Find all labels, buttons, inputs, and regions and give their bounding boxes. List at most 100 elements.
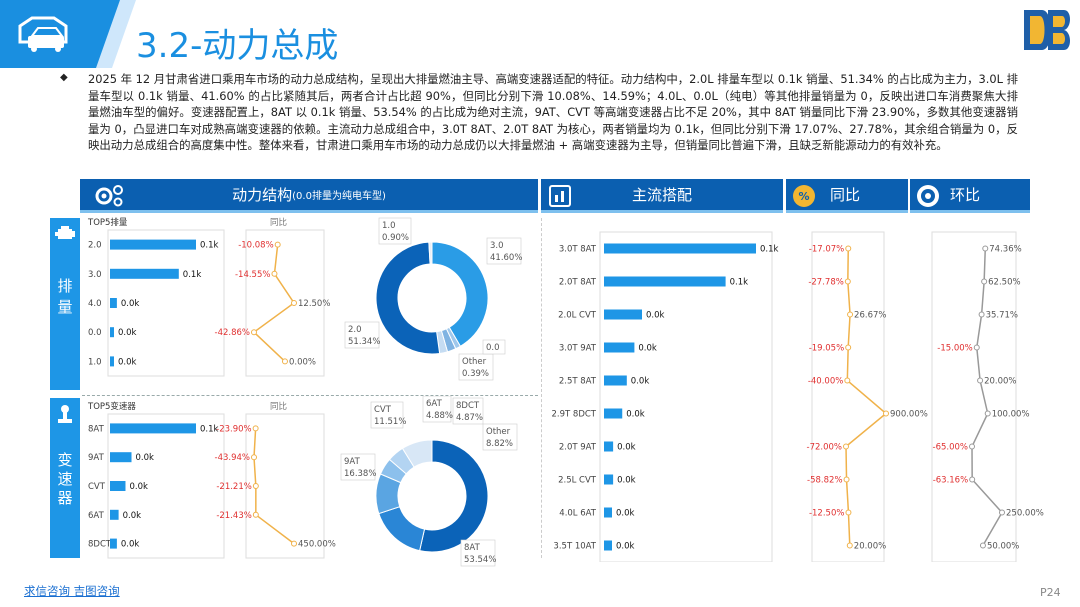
bar-category-label: 8DCT <box>88 540 112 550</box>
donut-label-name: 3.0 <box>490 241 504 251</box>
car-icon <box>18 16 68 52</box>
combo-yoy-label: 20.00% <box>854 542 886 552</box>
combo-mom-label: 20.00% <box>984 377 1016 387</box>
donut-label-pct: 51.34% <box>348 337 380 347</box>
donut-label-name: Other <box>462 357 487 367</box>
combo-category-label: 3.0T 9AT <box>559 344 597 354</box>
donut-label-name: 0.0 <box>486 343 500 353</box>
bar-value-label: 0.0k <box>121 540 140 550</box>
target-icon <box>917 185 939 207</box>
donut-label: 8DCT 4.87% <box>452 397 484 425</box>
donut-label-pct: 16.38% <box>344 469 376 479</box>
combo-bar <box>604 309 642 320</box>
donut-label-box <box>378 217 412 245</box>
bar <box>110 356 114 367</box>
gear-icon <box>95 185 123 207</box>
bar <box>110 268 179 279</box>
donut-label-box <box>344 321 380 349</box>
combo-mom-point <box>978 311 985 318</box>
combo-yoy-point <box>845 344 852 351</box>
combo-mom-label: 250.00% <box>1006 509 1044 519</box>
bar-value-label: 0.0k <box>129 482 148 492</box>
combo-mom-label: -65.00% <box>933 443 968 453</box>
combo-mom-label: -15.00% <box>937 344 972 354</box>
combo-yoy-point <box>845 509 852 516</box>
combo-category-label: 4.0L 6AT <box>559 509 597 519</box>
combo-yoy-label: -12.50% <box>809 509 844 519</box>
line-chart-title: 同比 <box>270 217 287 228</box>
donut-slice <box>375 241 441 355</box>
bar <box>110 538 117 549</box>
bar-value-label: 0.1k <box>200 241 219 251</box>
combo-yoy-point <box>843 476 850 483</box>
combo-mom-point <box>984 410 991 417</box>
combo-bar <box>604 276 726 287</box>
donut-label: 8AT 53.54% <box>460 539 496 567</box>
combo-value-label: 0.0k <box>646 311 665 321</box>
bar-category-label: 4.0 <box>88 299 102 309</box>
combo-bar <box>604 540 612 551</box>
combo-yoy-point <box>846 542 853 549</box>
combo-yoy-label: -72.00% <box>807 443 842 453</box>
donut-label-box <box>452 397 484 425</box>
combo-category-label: 3.5T 10AT <box>553 542 596 552</box>
donut-label: CVT 11.51% <box>370 401 406 429</box>
combo-yoy-label: -40.00% <box>808 377 843 387</box>
section-combo-title: 主流搭配 <box>631 186 692 204</box>
donut-label-pct: 8.82% <box>486 439 513 449</box>
combo-yoy-point <box>845 245 852 252</box>
yoy-value-label: -21.21% <box>216 482 251 492</box>
donut-label: 3.0 41.60% <box>486 237 522 265</box>
combo-yoy-point <box>883 410 889 417</box>
donut-label: Other 0.39% <box>458 353 494 381</box>
bar-category-label: 3.0 <box>88 270 102 280</box>
donut-slice <box>419 439 489 553</box>
bar-category-label: 6AT <box>88 511 105 521</box>
combo-category-label: 2.9T 8DCT <box>552 410 597 420</box>
engine-donut-chart: 3.0 41.60% Other 0.39% 0.0 2.0 51.34% 1.0 0.90% <box>344 217 522 381</box>
donut-slice <box>431 241 489 347</box>
bar-plot-frame <box>107 229 225 377</box>
bar <box>110 452 132 463</box>
bar-value-label: 0.0k <box>123 511 142 521</box>
summary-text: 2025 年 12 月甘肃省进口乘用车市场的动力总成结构，呈现出大排量燃油主导、… <box>88 72 1018 153</box>
combo-mom-point <box>979 542 986 549</box>
combo-bar <box>604 375 627 386</box>
donut-label-name: 6AT <box>426 399 443 409</box>
donut-label-box <box>340 453 376 481</box>
brand-logo <box>1024 10 1070 50</box>
donut-slice <box>428 241 433 265</box>
yoy-value-label: -21.43% <box>216 511 251 521</box>
donut-label-pct: 11.51% <box>374 417 406 427</box>
yoy-point <box>274 241 281 248</box>
combo-value-label: 0.0k <box>631 377 650 387</box>
combo-mom-point <box>973 344 980 351</box>
bar-category-label: 2.0 <box>88 241 102 251</box>
donut-label: Other 8.82% <box>482 423 518 451</box>
section-mom-header: 环比 <box>910 179 1030 213</box>
combo-mom-point <box>982 245 989 252</box>
combo-value-label: 0.0k <box>616 542 635 552</box>
combo-mom-line <box>971 248 1003 546</box>
donut-label-pct: 0.39% <box>462 369 489 379</box>
combo-mom-label: -63.16% <box>933 476 968 486</box>
donut-label-pct: 41.60% <box>490 253 522 263</box>
donut-label-box <box>482 423 518 451</box>
section-yoy-header: % 同比 <box>786 179 908 213</box>
combo-mom-label: 50.00% <box>987 542 1019 552</box>
donut-slice <box>378 506 426 552</box>
donut-label-box <box>486 237 522 265</box>
donut-label-box <box>370 401 404 429</box>
bar-category-label: 0.0 <box>88 328 102 338</box>
combo-yoy-point <box>844 278 851 285</box>
combo-value-label: 0.1k <box>760 245 779 255</box>
donut-label-name: Other <box>486 427 511 437</box>
combo-bar <box>604 243 756 254</box>
percent-icon: % <box>793 185 815 207</box>
combo-yoy-label: 900.00% <box>890 410 928 420</box>
yoy-value-label: 450.00% <box>298 540 336 550</box>
footer-links[interactable]: 求信咨询 吉图咨询 <box>24 584 120 598</box>
yoy-value-label: 0.00% <box>289 357 316 367</box>
bar-chart-title: TOP5变速器 <box>87 401 136 412</box>
combo-value-label: 0.0k <box>617 476 636 486</box>
